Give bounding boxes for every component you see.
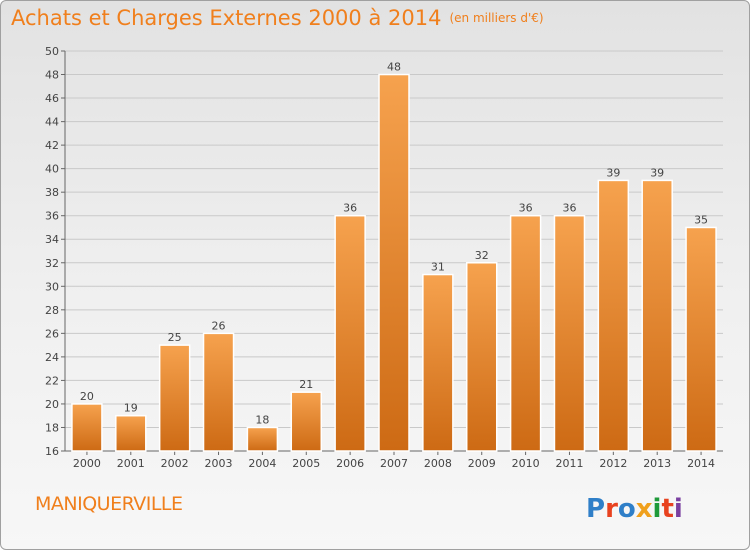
bar-2001 <box>115 414 147 452</box>
logo-letter: o <box>618 494 636 524</box>
bar-2010 <box>509 214 542 452</box>
data-label: 25 <box>168 331 182 344</box>
bar-2005 <box>290 391 323 452</box>
x-tick-label: 2011 <box>555 457 583 470</box>
y-tick-label: 34 <box>45 233 59 246</box>
x-tick-label: 2002 <box>161 457 189 470</box>
data-label: 26 <box>212 319 226 332</box>
data-label: 20 <box>80 390 94 403</box>
x-tick-label: 2001 <box>117 457 145 470</box>
bar-2012 <box>597 179 630 452</box>
y-tick-label: 32 <box>45 257 59 270</box>
title-text: Achats et Charges Externes 2000 à 2014 <box>11 6 442 30</box>
data-label: 18 <box>255 413 269 426</box>
x-tick-label: 2006 <box>336 457 364 470</box>
x-tick-label: 2007 <box>380 457 408 470</box>
data-label: 31 <box>431 261 445 274</box>
bar-2002 <box>158 344 191 452</box>
bar-2006 <box>334 214 366 452</box>
y-tick-label: 28 <box>45 304 59 317</box>
y-tick-label: 16 <box>45 445 59 458</box>
logo-letter: t <box>661 494 673 524</box>
bar-2013 <box>641 179 673 452</box>
x-tick-label: 2012 <box>599 457 627 470</box>
x-tick-label: 2003 <box>205 457 233 470</box>
data-label: 35 <box>694 213 708 226</box>
x-tick-label: 2010 <box>512 457 540 470</box>
data-label: 48 <box>387 61 401 74</box>
y-tick-label: 38 <box>45 186 59 199</box>
y-tick-label: 48 <box>45 69 59 82</box>
data-label: 36 <box>343 202 357 215</box>
x-tick-label: 2013 <box>643 457 671 470</box>
logo-letter: i <box>653 494 662 524</box>
y-tick-label: 26 <box>45 327 59 340</box>
logo-letter: r <box>605 494 618 524</box>
x-tick-label: 2004 <box>248 457 276 470</box>
bar-2003 <box>202 332 235 452</box>
y-tick-label: 50 <box>45 45 59 58</box>
bar-2011 <box>553 214 586 452</box>
commune-name: MANIQUERVILLE <box>35 493 183 515</box>
y-tick-label: 20 <box>45 398 59 411</box>
bar-2009 <box>465 262 498 452</box>
data-label: 19 <box>124 402 138 415</box>
logo-letter: x <box>636 494 653 524</box>
y-tick-label: 40 <box>45 163 59 176</box>
data-label: 39 <box>650 166 664 179</box>
proxiti-logo: Proxiti <box>586 494 683 524</box>
logo-letter: i <box>674 494 683 524</box>
x-tick-label: 2008 <box>424 457 452 470</box>
proxiti-logo-text: Proxiti <box>586 494 683 524</box>
y-tick-label: 42 <box>45 139 59 152</box>
unit-note: (en milliers d'€) <box>449 11 544 25</box>
y-tick-label: 46 <box>45 92 59 105</box>
data-label: 21 <box>299 378 313 391</box>
logo-letter: P <box>586 494 605 524</box>
data-label: 36 <box>519 202 533 215</box>
y-tick-label: 44 <box>45 116 59 129</box>
bars <box>71 73 717 452</box>
bar-2014 <box>685 226 717 452</box>
x-tick-label: 2014 <box>687 457 715 470</box>
y-tick-label: 30 <box>45 280 59 293</box>
bar-2000 <box>71 403 103 452</box>
data-label: 36 <box>562 202 576 215</box>
chart-title: Achats et Charges Externes 2000 à 2014 (e… <box>11 6 544 30</box>
bar-2007 <box>378 73 410 452</box>
x-tick-label: 2009 <box>468 457 496 470</box>
bar-2008 <box>422 273 454 452</box>
data-label: 39 <box>606 166 620 179</box>
bar-2004 <box>246 426 279 452</box>
x-tick-label: 2005 <box>292 457 320 470</box>
data-label: 32 <box>475 249 489 262</box>
y-tick-label: 22 <box>45 374 59 387</box>
y-tick-label: 18 <box>45 421 59 434</box>
labels: 20 19 25 26 18 21 36 48 31 32 36 36 39 39 35 <box>80 61 708 427</box>
y-tick-label: 24 <box>45 351 59 364</box>
y-tick-label: 36 <box>45 210 59 223</box>
x-tick-label: 2000 <box>73 457 101 470</box>
